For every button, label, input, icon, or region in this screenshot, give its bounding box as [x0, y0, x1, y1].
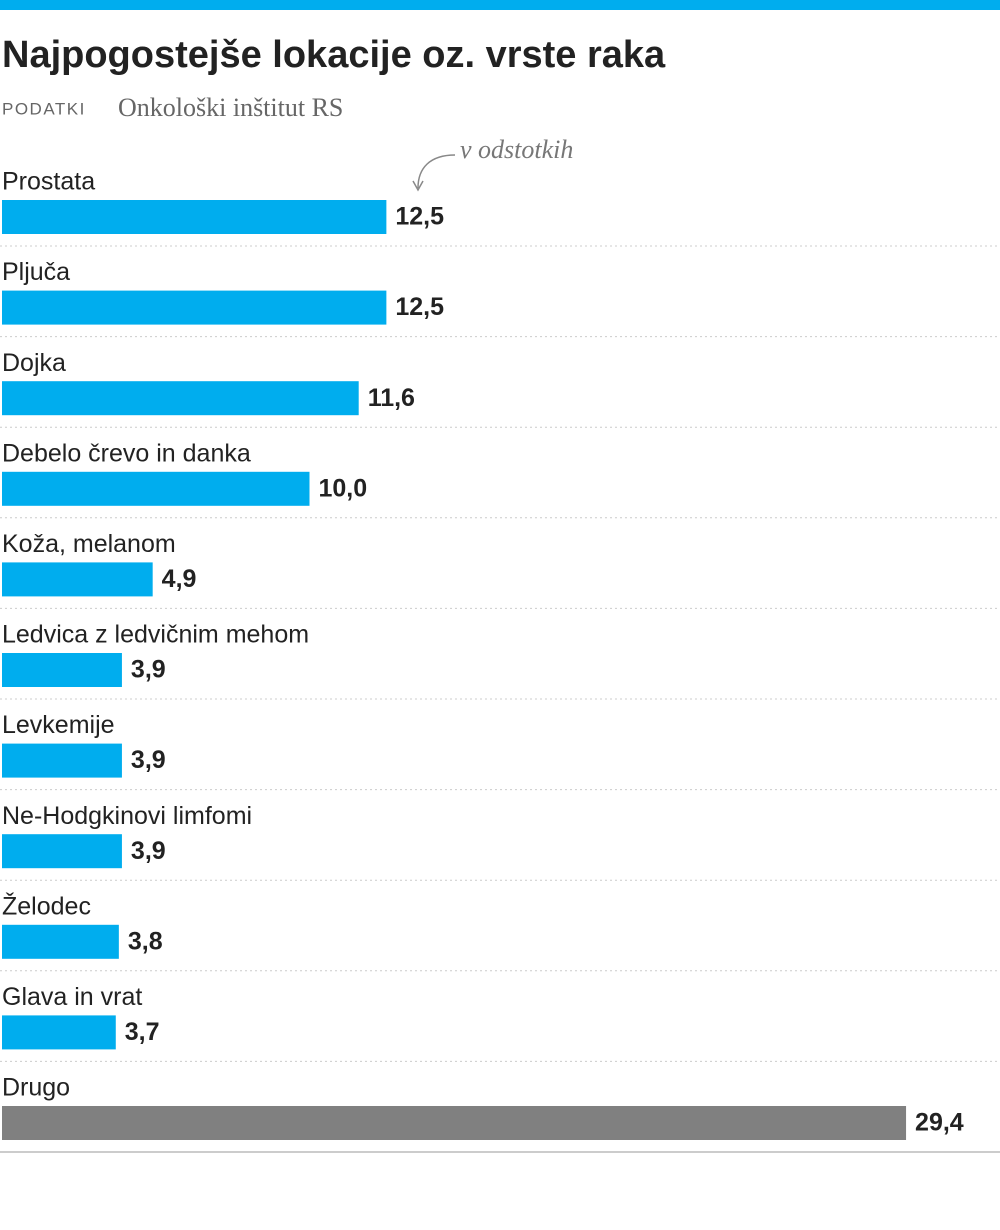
category-label: Ne-Hodgkinovi limfomi: [2, 802, 252, 830]
bar: [2, 1106, 907, 1140]
bar: [2, 1015, 116, 1050]
bar: [2, 834, 122, 869]
category-label: Glava in vrat: [2, 983, 142, 1011]
bar: [2, 200, 387, 234]
value-label: 4,9: [162, 565, 197, 593]
category-label: Ledvica z ledvičnim mehom: [2, 621, 309, 649]
category-label: Koža, melanom: [2, 530, 176, 558]
bar: [2, 562, 153, 597]
value-label: 3,9: [131, 837, 166, 865]
annotation-arrowhead: [412, 180, 424, 192]
category-label: Pljuča: [2, 258, 70, 286]
bar: [2, 381, 359, 416]
value-label: 12,5: [395, 293, 444, 321]
bar: [2, 924, 119, 959]
bar: [2, 743, 122, 778]
category-label: Dojka: [2, 349, 66, 377]
chart-title: Najpogostejše lokacije oz. vrste raka: [2, 34, 666, 76]
value-label: 29,4: [915, 1109, 964, 1137]
source: Onkološki inštitut RS: [118, 93, 343, 122]
category-label: Prostata: [2, 168, 95, 196]
bar: [2, 471, 310, 506]
category-label: Debelo črevo in danka: [2, 439, 251, 467]
source-label: PODATKI: [2, 99, 86, 118]
annotation: v odstotkih: [460, 135, 573, 164]
value-label: 3,9: [131, 656, 166, 684]
value-label: 11,6: [368, 384, 415, 412]
top-band: [0, 0, 1000, 10]
category-label: Drugo: [2, 1074, 70, 1102]
value-label: 3,7: [125, 1018, 160, 1046]
annotation-arrow: [417, 154, 456, 189]
value-label: 3,9: [131, 746, 166, 774]
value-label: 12,5: [395, 203, 444, 231]
category-label: Levkemije: [2, 711, 115, 739]
bar: [2, 290, 387, 325]
bar: [2, 653, 122, 687]
category-label: Želodec: [2, 891, 91, 920]
value-label: 10,0: [319, 474, 368, 502]
value-label: 3,8: [128, 927, 163, 955]
